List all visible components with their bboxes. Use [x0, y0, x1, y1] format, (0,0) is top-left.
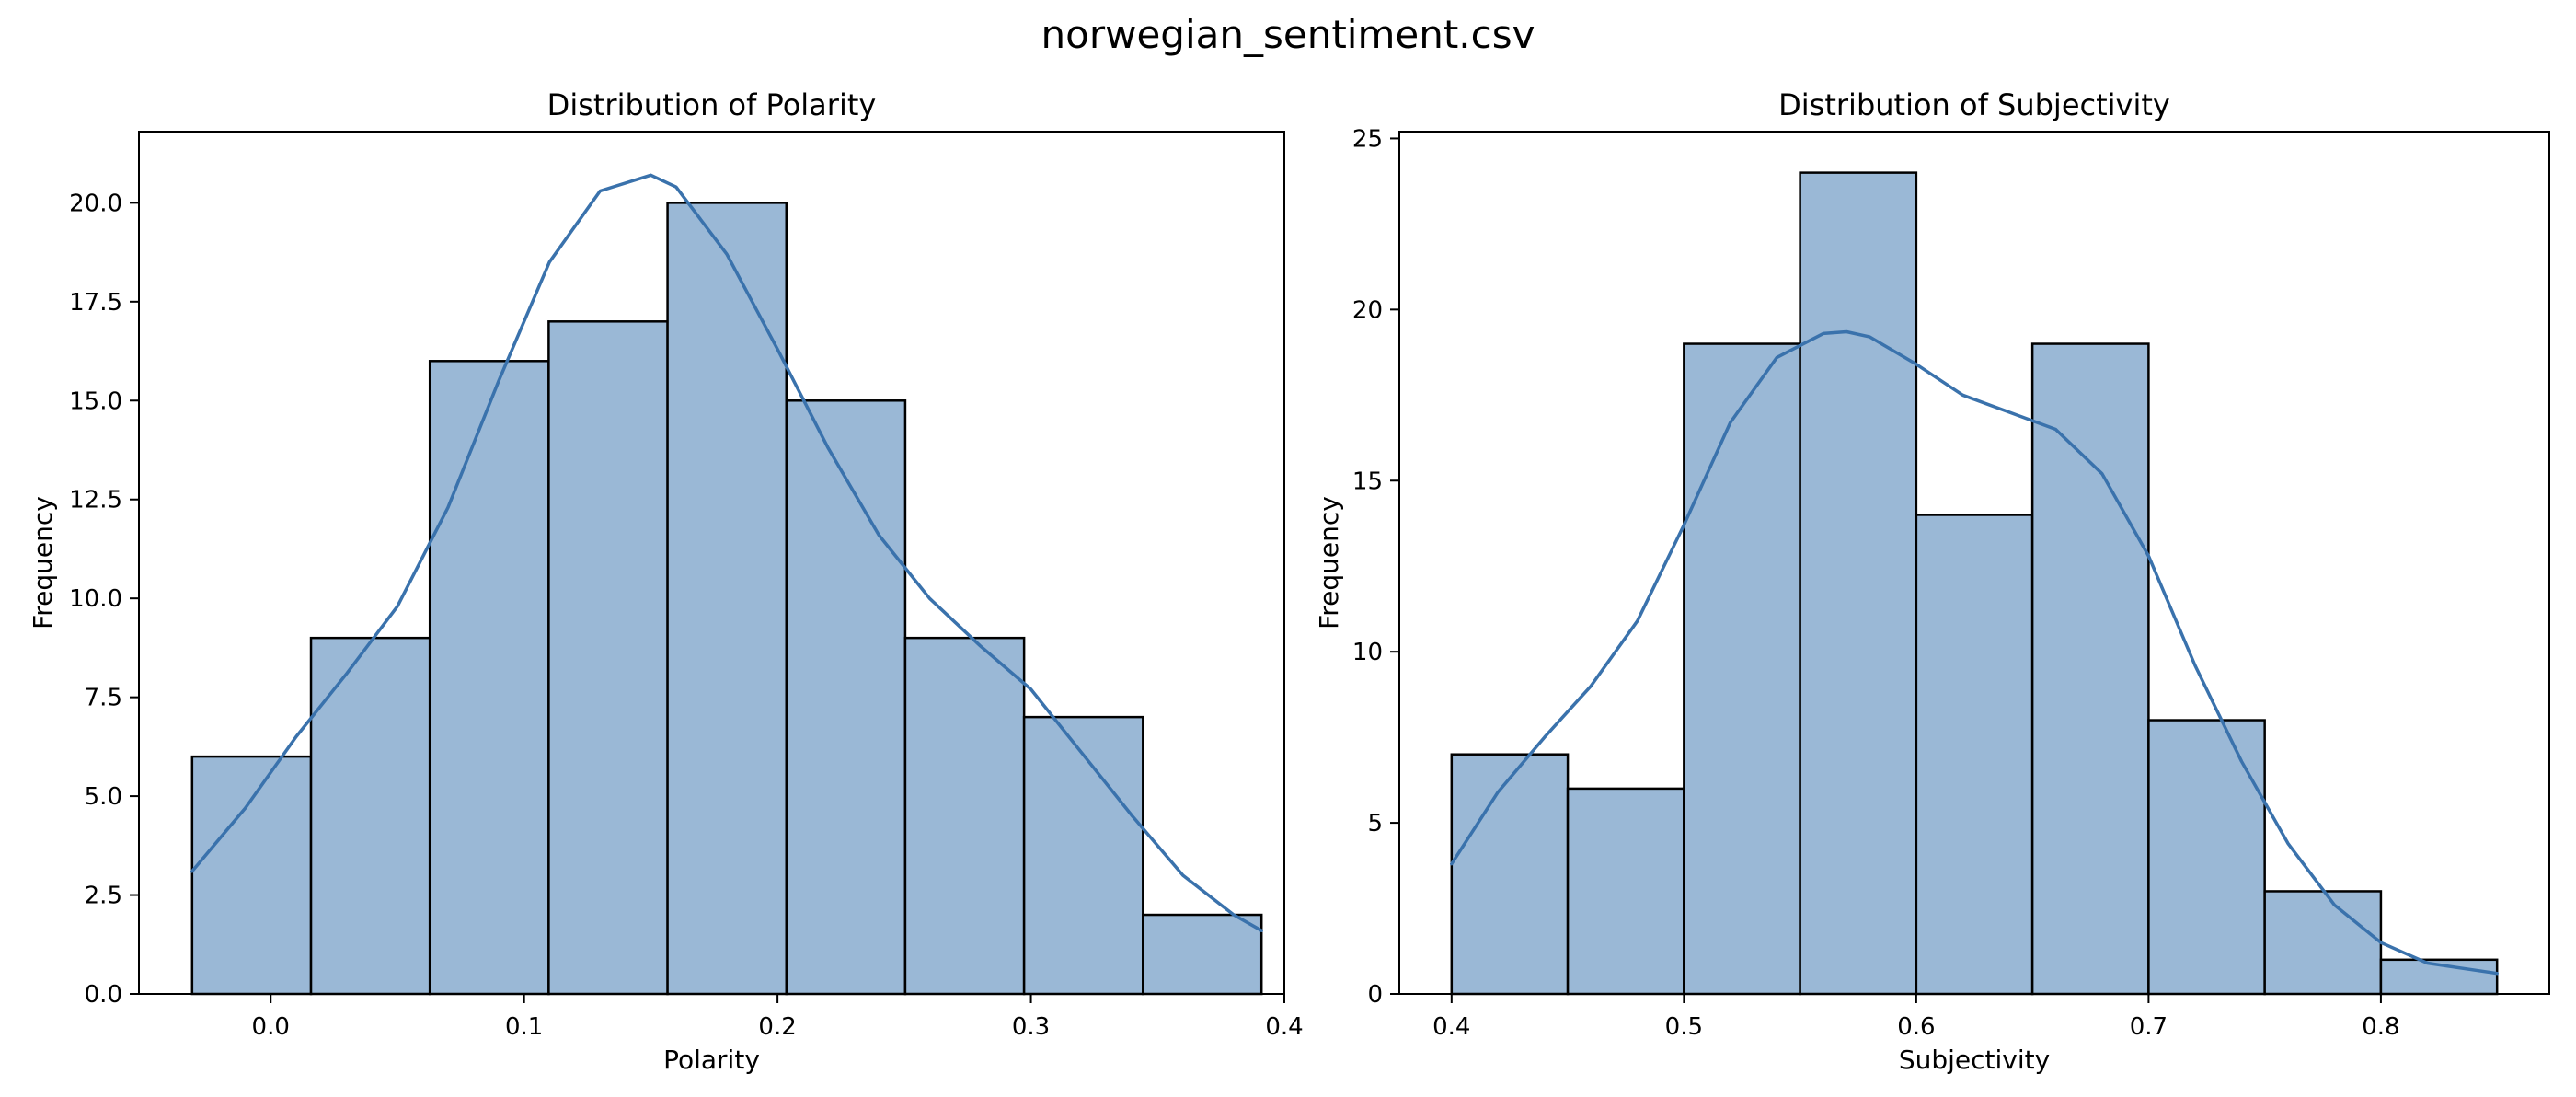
polarity-ytick-label-4: 10.0	[69, 585, 122, 613]
polarity-ytick-label-3: 7.5	[85, 685, 122, 712]
subjectivity-xtick-label-1: 0.5	[1665, 1013, 1703, 1041]
subjectivity-xtick-label-3: 0.7	[2130, 1013, 2168, 1041]
subjectivity-bar-0	[1450, 753, 1570, 996]
subjectivity-ytick-label-4: 20	[1352, 296, 1383, 324]
subjectivity-bar-3	[1799, 171, 1918, 996]
subjectivity-kde-line	[1450, 329, 2499, 976]
subjectivity-ytick-label-2: 10	[1352, 639, 1383, 666]
polarity-xtick-label-1: 0.1	[505, 1013, 543, 1041]
subjectivity-bar-1	[1566, 787, 1685, 996]
subjectivity-chart-title: Distribution of Subjectivity	[1778, 87, 2170, 122]
polarity-ytick-label-0: 0.0	[85, 981, 122, 1009]
polarity-bar-7	[1022, 715, 1144, 996]
subjectivity-ytick-label-1: 5	[1367, 810, 1383, 837]
polarity-bar-2	[428, 360, 550, 996]
subjectivity-bar-4	[1915, 514, 2034, 996]
subjectivity-ytick-label-0: 0	[1367, 981, 1383, 1009]
subjectivity-ytick-label-3: 15	[1352, 468, 1383, 495]
subjectivity-xtick-label-0: 0.4	[1432, 1013, 1470, 1041]
polarity-xtick-label-2: 0.2	[758, 1013, 796, 1041]
polarity-ytick-label-2: 5.0	[85, 783, 122, 811]
polarity-bar-4	[666, 202, 788, 996]
polarity-bar-6	[903, 636, 1026, 996]
polarity-xtick-label-3: 0.3	[1012, 1013, 1050, 1041]
subjectivity-ylabel: Frequency	[1314, 496, 1344, 629]
polarity-ytick-label-1: 2.5	[85, 883, 122, 910]
subjectivity-axes-frame	[1398, 131, 2550, 995]
figure-suptitle: norwegian_sentiment.csv	[1041, 12, 1535, 57]
subjectivity-ytick-label-5: 25	[1352, 125, 1383, 153]
polarity-bar-1	[309, 636, 431, 996]
polarity-chart-title: Distribution of Polarity	[547, 87, 877, 122]
polarity-ytick-label-5: 12.5	[69, 487, 122, 514]
polarity-axes-frame	[138, 131, 1285, 995]
polarity-bar-3	[547, 320, 669, 996]
subjectivity-xtick-label-4: 0.8	[2362, 1013, 2399, 1041]
polarity-ytick-label-6: 15.0	[69, 387, 122, 415]
subjectivity-xlabel: Subjectivity	[1899, 1045, 2050, 1075]
polarity-kde-line	[190, 173, 1263, 932]
subjectivity-bar-7	[2263, 890, 2383, 996]
polarity-bar-8	[1142, 913, 1263, 996]
polarity-bar-5	[785, 399, 907, 996]
polarity-ylabel: Frequency	[28, 496, 58, 629]
polarity-xlabel: Polarity	[663, 1045, 760, 1075]
polarity-xtick-label-4: 0.4	[1265, 1013, 1303, 1041]
polarity-ytick-label-7: 17.5	[69, 289, 122, 317]
polarity-ytick-label-8: 20.0	[69, 190, 122, 217]
subjectivity-xtick-label-2: 0.6	[1897, 1013, 1935, 1041]
polarity-chart: 0.0 0.1 0.2 0.3 0.4 0.0 2.5 5.0 7.5 10.0 12.5 15.0 1…	[28, 87, 1304, 1075]
polarity-xtick-label-0: 0.0	[252, 1013, 290, 1041]
subjectivity-bar-5	[2030, 342, 2150, 996]
polarity-bar-0	[190, 755, 313, 996]
subjectivity-bar-2	[1683, 342, 1801, 996]
subjectivity-chart: 0.4 0.5 0.6 0.7 0.8 0 5 10 15 20 25 Distribution of…	[1314, 87, 2550, 1075]
subjectivity-bar-6	[2147, 719, 2266, 996]
